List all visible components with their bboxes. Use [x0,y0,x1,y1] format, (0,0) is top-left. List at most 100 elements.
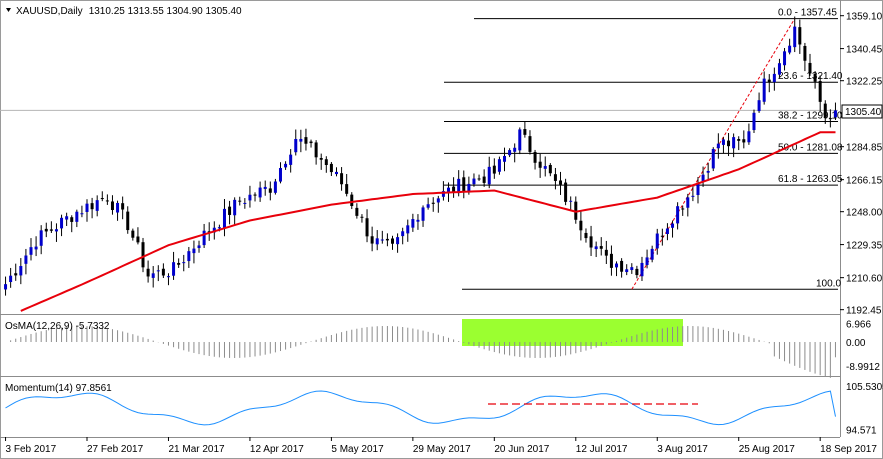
candle-body [737,139,741,141]
candle-body [49,229,53,231]
candles [4,16,837,296]
chart-title: XAUUSD,Daily [16,6,83,17]
candle-body [604,249,608,256]
candle-body [85,203,89,212]
momentum-title: Momentum(14) 97.8561 [5,383,112,394]
candle-body [110,201,114,211]
candle-body [411,219,415,228]
candle-body [34,246,38,250]
candle-body [589,236,593,248]
candle-body [533,151,537,163]
candle-body [716,143,720,149]
candle-body [747,131,751,143]
time-tick-label: 12 Jul 2017 [576,444,628,455]
candle-body [732,137,736,149]
price-tick-label: 1210.60 [846,274,883,285]
candle-body [355,207,359,216]
moving-average-line [20,131,836,312]
candle-body [406,225,410,234]
candle-body [324,159,328,166]
candle-body [497,159,501,172]
momentum-line [5,390,836,426]
candle-body [655,233,659,249]
candle-body [620,260,624,272]
momentum-axis-labels: 105.5305 94.571 [846,382,883,437]
candle-body [431,202,435,204]
candle-body [350,194,354,207]
candle-body [508,150,512,156]
candle-body [294,138,298,153]
fib-level-label: 61.8 - 1263.05 [778,174,843,185]
candle-body [192,248,196,254]
candle-body [762,78,766,102]
momentum-tick-label: 94.571 [846,426,877,437]
candle-body [711,148,715,169]
candle-body [278,168,282,182]
candle-body [630,267,634,271]
candle-body [121,203,125,210]
candle-body [813,73,817,82]
candle-body [116,202,120,213]
candle-body [100,198,104,200]
candle-body [340,173,344,185]
candle-body [543,166,547,169]
time-axis-labels: 3 Feb 2017 27 Feb 2017 21 Mar 2017 12 Apr 2… [5,437,877,455]
candle-body [584,232,588,239]
candle-body [752,112,756,131]
time-tick-label: 5 May 2017 [331,444,384,455]
candle-body [44,228,48,232]
candle-body [390,238,394,244]
candle-body [426,204,430,208]
candle-body [309,141,313,144]
candle-body [177,262,181,265]
candle-body [492,165,496,174]
candle-body [783,51,787,66]
candle-body [513,147,517,152]
candle-body [467,183,471,193]
candle-body [609,253,613,268]
candle-body [375,238,379,245]
dropdown-triangle-icon[interactable] [6,8,11,12]
candle-body [90,203,94,210]
candle-body [528,136,532,152]
candle-body [161,268,165,276]
candle-body [329,163,333,173]
price-tick-label: 1340.45 [846,45,883,56]
candle-body [477,178,481,180]
candle-body [4,284,8,290]
candle-body [457,178,461,194]
candle-body [172,262,176,276]
candle-body [788,45,792,53]
time-tick-label: 29 May 2017 [413,444,471,455]
candle-body [126,211,130,231]
candle-body [75,211,79,222]
candle-body [222,208,226,228]
time-tick-label: 3 Aug 2017 [657,444,708,455]
fib-level-label: 100.0 [816,278,841,289]
candle-body [54,229,58,232]
candle-body [65,216,69,220]
current-price-label: 1305.40 [845,107,882,118]
candle-body [136,236,140,243]
candle-body [217,227,221,229]
candle-body [727,140,731,147]
candle-body [248,194,252,201]
candle-body [518,129,522,151]
candle-body [798,27,802,45]
time-tick-label: 18 Sep 2017 [820,444,877,455]
time-tick-label: 27 Feb 2017 [87,444,144,455]
osma-tick-label: 6.966 [846,319,871,330]
candle-body [416,219,420,222]
candle-body [701,174,705,182]
candle-body [289,154,293,165]
candle-body [284,163,288,168]
candle-body [243,202,247,204]
candle-body [380,239,384,241]
candle-body [441,191,445,197]
candle-body [304,137,308,144]
candle-body [258,187,262,198]
candle-body [80,213,84,215]
price-tick-label: 1229.35 [846,241,883,252]
